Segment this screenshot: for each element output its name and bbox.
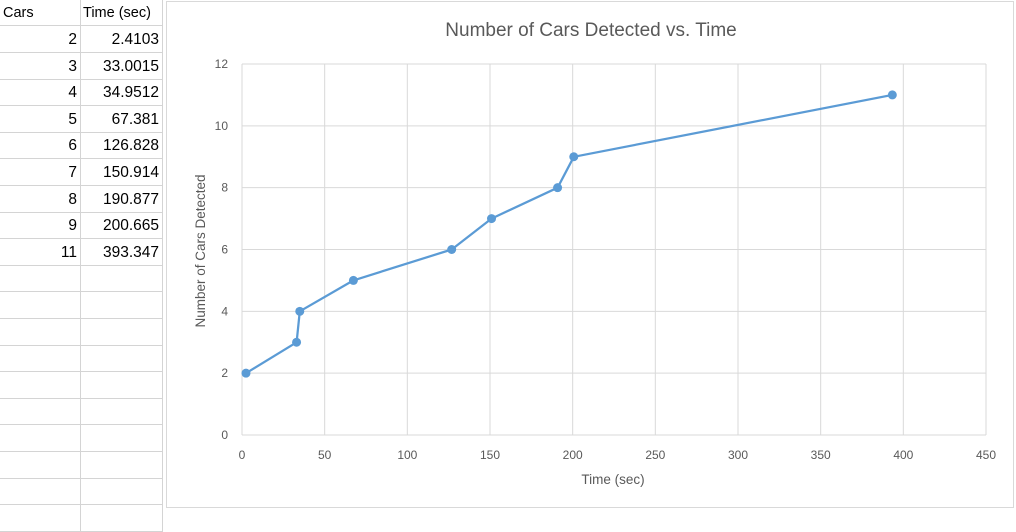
empty-cell[interactable] xyxy=(80,451,163,479)
empty-cell[interactable] xyxy=(0,504,81,532)
empty-cell[interactable] xyxy=(0,292,81,319)
empty-cell[interactable] xyxy=(0,345,81,373)
cell-cars[interactable]: 5 xyxy=(0,105,81,133)
x-tick-label: 0 xyxy=(239,448,246,462)
empty-cell[interactable] xyxy=(0,398,81,426)
y-tick-label: 6 xyxy=(221,243,228,257)
y-axis-title: Number of Cars Detected xyxy=(193,174,208,327)
empty-cell[interactable] xyxy=(80,425,163,452)
data-point[interactable] xyxy=(553,183,563,193)
data-point[interactable] xyxy=(887,90,897,100)
cell-cars[interactable]: 7 xyxy=(0,159,81,186)
cell-time[interactable]: 67.381 xyxy=(80,105,163,133)
x-tick-label: 50 xyxy=(318,448,332,462)
chart-area[interactable]: Number of Cars Detected vs. Time 0 50 100 1… xyxy=(166,1,1014,508)
data-point[interactable] xyxy=(447,245,457,254)
cell-time[interactable]: 150.914 xyxy=(80,159,163,186)
cell-time[interactable]: 393.347 xyxy=(80,238,163,266)
cell-cars[interactable]: 4 xyxy=(0,79,81,107)
x-tick-label: 300 xyxy=(728,448,748,462)
empty-cell[interactable] xyxy=(80,345,163,373)
cell-cars[interactable]: 3 xyxy=(0,52,81,80)
x-tick-label: 450 xyxy=(976,448,996,462)
cell-cars[interactable]: 2 xyxy=(0,26,81,53)
cell-cars[interactable]: 9 xyxy=(0,212,81,240)
data-point[interactable] xyxy=(487,214,497,224)
x-tick-label: 350 xyxy=(811,448,831,462)
cell-time[interactable]: 33.0015 xyxy=(80,52,163,80)
cell-cars[interactable]: 6 xyxy=(0,132,81,160)
x-tick-label: 200 xyxy=(563,448,583,462)
empty-cell[interactable] xyxy=(0,265,81,293)
data-point[interactable] xyxy=(348,275,358,285)
y-tick-label: 10 xyxy=(215,119,229,133)
chart-title: Number of Cars Detected vs. Time xyxy=(445,20,736,41)
cell-time[interactable]: 34.9512 xyxy=(80,79,163,107)
empty-cell[interactable] xyxy=(0,478,81,506)
header-cars[interactable]: Cars xyxy=(0,0,81,26)
y-tick-label: 4 xyxy=(221,304,228,318)
spreadsheet-grid: Cars Time (sec) 2 2.4103 3 33.0015 4 34.9512 5 67… xyxy=(0,0,164,532)
y-tick-label: 2 xyxy=(221,366,228,380)
empty-cell[interactable] xyxy=(0,318,81,346)
cell-cars[interactable]: 11 xyxy=(0,238,81,266)
cell-cars[interactable]: 8 xyxy=(0,185,81,213)
empty-cell[interactable] xyxy=(80,318,163,346)
cell-time[interactable]: 126.828 xyxy=(80,132,163,160)
empty-cell[interactable] xyxy=(80,478,163,506)
y-tick-label: 12 xyxy=(215,57,229,71)
empty-cell[interactable] xyxy=(80,371,163,399)
empty-cell[interactable] xyxy=(80,265,163,293)
data-point[interactable] xyxy=(241,368,251,378)
x-tick-label: 100 xyxy=(397,448,417,462)
line-chart: Number of Cars Detected vs. Time 0 50 100 1… xyxy=(193,20,996,487)
x-tick-label: 400 xyxy=(893,448,913,462)
x-axis-title: Time (sec) xyxy=(581,472,644,487)
y-tick-label: 8 xyxy=(221,181,228,195)
empty-cell[interactable] xyxy=(80,398,163,426)
empty-cell[interactable] xyxy=(0,371,81,399)
empty-cell[interactable] xyxy=(80,292,163,319)
cell-time[interactable]: 200.665 xyxy=(80,212,163,240)
empty-cell[interactable] xyxy=(0,451,81,479)
empty-cell[interactable] xyxy=(80,504,163,532)
series-line xyxy=(245,93,893,375)
x-tick-label: 150 xyxy=(480,448,500,462)
y-tick-label: 0 xyxy=(221,428,228,442)
x-tick-label: 250 xyxy=(645,448,665,462)
data-point[interactable] xyxy=(295,306,305,316)
data-point[interactable] xyxy=(292,337,302,347)
cell-time[interactable]: 190.877 xyxy=(80,185,163,213)
cell-time[interactable]: 2.4103 xyxy=(80,26,163,53)
header-time[interactable]: Time (sec) xyxy=(80,0,163,26)
empty-cell[interactable] xyxy=(0,425,81,452)
data-point[interactable] xyxy=(569,152,579,162)
